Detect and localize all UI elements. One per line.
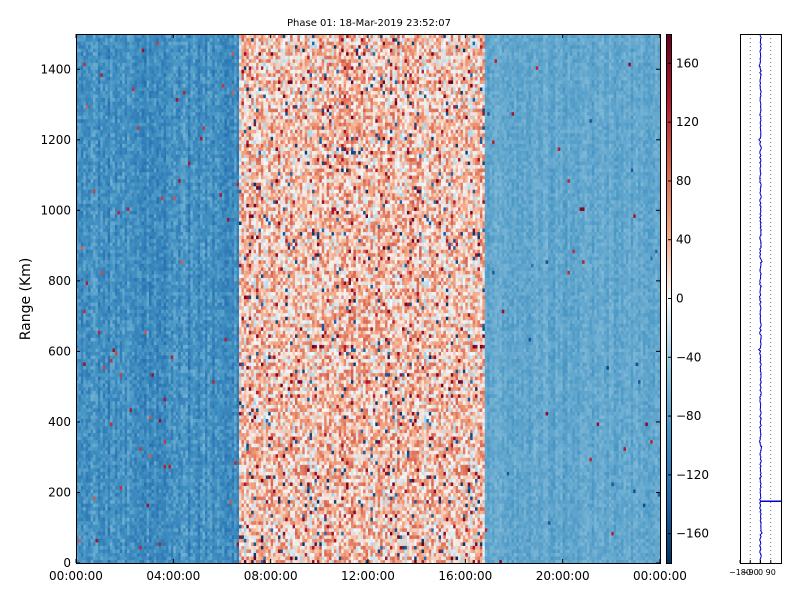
chart-title: Phase 01: 18-Mar-2019 23:52:07 [287,18,451,29]
figure: Phase 01: 18-Mar-2019 23:52:07 020040060… [0,0,800,600]
heatmap [76,34,661,564]
